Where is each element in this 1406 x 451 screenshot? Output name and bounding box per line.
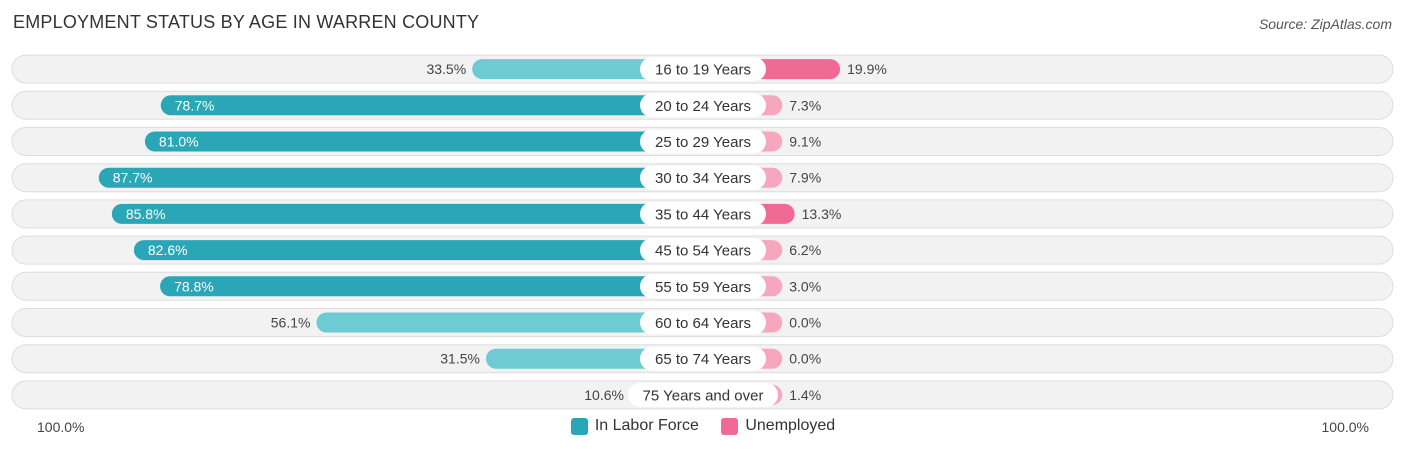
labor-force-bar	[133, 240, 704, 261]
labor-force-value-label: 78.7%	[175, 97, 215, 113]
unemployed-value-label: 19.9%	[847, 61, 887, 77]
legend-label-labor: In Labor Force	[594, 417, 699, 434]
labor-force-value-label: 56.1%	[271, 315, 311, 331]
category-pill	[640, 57, 766, 82]
category-pill	[640, 93, 766, 118]
labor-force-value-label: 82.6%	[148, 242, 188, 258]
unemployed-value-label: 13.3%	[802, 206, 842, 222]
category-pill	[640, 129, 766, 154]
axis-right-label: 100.0%	[1321, 419, 1369, 435]
unemployed-value-label: 0.0%	[789, 315, 821, 331]
category-label: 75 Years and over	[643, 387, 764, 404]
labor-force-bar	[111, 203, 703, 224]
unemployed-value-label: 1.4%	[789, 387, 821, 403]
labor-force-value-label: 33.5%	[426, 61, 466, 77]
legend-label-unemployed: Unemployed	[745, 417, 836, 434]
category-pill	[628, 382, 778, 407]
labor-force-value-label: 10.6%	[584, 387, 624, 403]
labor-force-bar	[98, 167, 703, 188]
unemployed-value-label: 7.3%	[789, 97, 821, 113]
axis-left-label: 100.0%	[37, 419, 85, 435]
labor-force-value-label: 85.8%	[126, 206, 166, 222]
category-pill	[640, 201, 766, 226]
unemployed-value-label: 7.9%	[789, 170, 821, 186]
unemployed-value-label: 6.2%	[789, 242, 821, 258]
category-label: 25 to 29 Years	[655, 134, 751, 151]
category-label: 45 to 54 Years	[655, 243, 751, 260]
source-note: Source: ZipAtlas.com	[1258, 16, 1392, 32]
category-pill	[640, 274, 766, 299]
category-pill	[640, 310, 766, 335]
unemployed-value-label: 0.0%	[789, 351, 821, 367]
labor-force-bar	[316, 312, 703, 333]
category-label: 16 to 19 Years	[655, 62, 751, 79]
legend: In Labor Force Unemployed	[0, 417, 1406, 440]
legend-swatch-labor	[570, 417, 588, 435]
legend-swatch-unemployed	[721, 417, 739, 435]
category-label: 65 to 74 Years	[655, 351, 751, 368]
category-label: 55 to 59 Years	[655, 279, 751, 296]
category-label: 60 to 64 Years	[655, 315, 751, 332]
unemployed-value-label: 3.0%	[789, 278, 821, 294]
category-label: 35 to 44 Years	[655, 206, 751, 223]
category-pill	[640, 346, 766, 371]
labor-force-value-label: 78.8%	[174, 278, 214, 294]
labor-force-value-label: 81.0%	[159, 134, 199, 150]
category-label: 30 to 34 Years	[655, 170, 751, 187]
category-pill	[640, 165, 766, 190]
category-pill	[640, 238, 766, 263]
labor-force-value-label: 31.5%	[440, 351, 480, 367]
unemployed-value-label: 9.1%	[789, 134, 821, 150]
legend-item-unemployed: Unemployed	[721, 417, 835, 435]
labor-force-bar	[160, 95, 703, 116]
labor-force-bar	[160, 276, 703, 297]
chart-title: EMPLOYMENT STATUS BY AGE IN WARREN COUNT…	[13, 12, 480, 32]
labor-force-bar	[144, 131, 703, 152]
labor-force-value-label: 87.7%	[113, 170, 153, 186]
category-label: 20 to 24 Years	[655, 98, 751, 115]
legend-item-labor: In Labor Force	[570, 417, 699, 435]
